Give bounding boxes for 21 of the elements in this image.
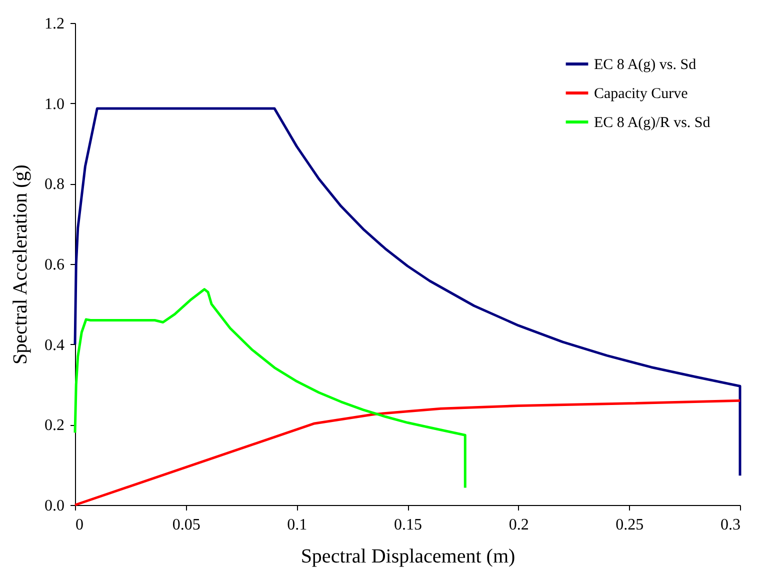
y-tick-label: 0.8	[44, 176, 64, 194]
x-tick-label: 0.1	[287, 516, 308, 534]
y-tick-label: 1.2	[44, 16, 64, 32]
legend-label: EC 8 A(g)/R vs. Sd	[594, 115, 711, 131]
y-tick-label: 1.0	[44, 96, 64, 113]
x-tick-label: 0.15	[394, 516, 422, 534]
y-tick-label: 0.6	[44, 256, 64, 274]
x-axis-title: Spectral Displacement (m)	[300, 546, 516, 568]
x-tick-label: 0	[76, 516, 84, 534]
x-tick-label: 0.2	[508, 516, 529, 534]
line-series	[74, 107, 742, 477]
y-axis-title: Spectral Acceleration (g)	[10, 164, 32, 364]
y-tick-label: 0.4	[44, 336, 64, 354]
y-tick-label: 0.0	[44, 498, 64, 514]
x-tick-label: 0.3	[720, 516, 740, 534]
x-tick-label: 0.25	[616, 516, 644, 534]
legend-label: EC 8 A(g) vs. Sd	[594, 57, 697, 73]
line-series	[74, 288, 466, 489]
x-tick-label: 0.05	[172, 516, 200, 534]
legend-label: Capacity Curve	[594, 86, 688, 102]
y-tick-label: 0.2	[44, 417, 64, 434]
